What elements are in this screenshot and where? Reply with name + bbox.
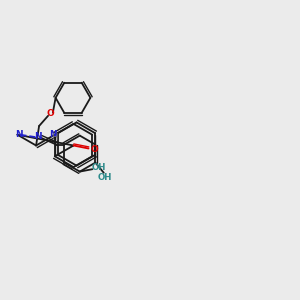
Text: OH: OH	[91, 164, 106, 172]
Text: O: O	[91, 146, 98, 154]
Text: OH: OH	[98, 173, 112, 182]
Text: N: N	[34, 132, 42, 141]
Text: O: O	[46, 109, 54, 118]
Text: H: H	[51, 134, 57, 142]
Text: N: N	[15, 130, 23, 139]
Text: N: N	[49, 130, 57, 139]
